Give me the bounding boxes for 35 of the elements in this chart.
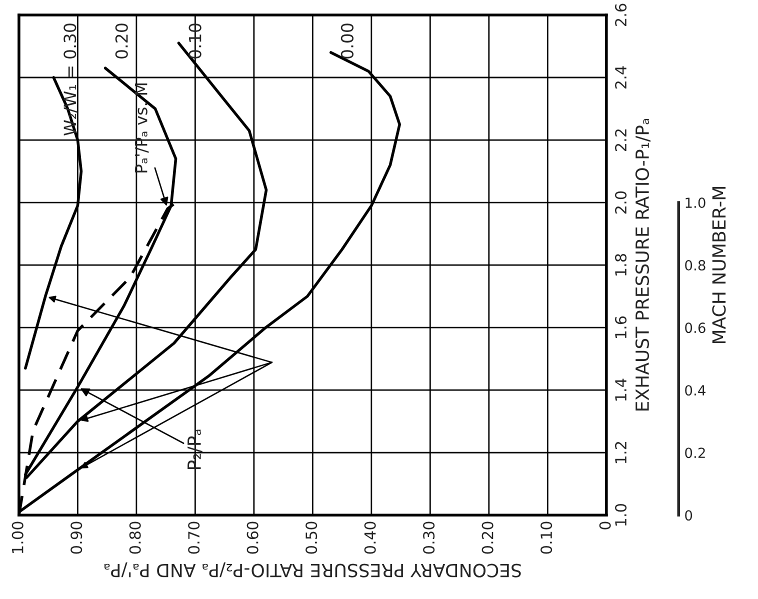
x-tick-label: 0.10 [540, 522, 552, 554]
x-tick-label: 0.30 [423, 522, 435, 554]
x-tick-label: 0.70 [188, 522, 200, 554]
x-tick-label: 1.00 [12, 522, 24, 554]
y-tick-label: 2.6 [615, 4, 627, 26]
x-tick-label: 0.40 [364, 522, 376, 554]
annotation: P₂/Pₐ [188, 430, 202, 470]
x-tick-label: 0.80 [129, 522, 141, 554]
x-tick-label: 0.20 [482, 522, 494, 554]
y-tick-label: 2.0 [615, 191, 627, 214]
y-axis-title: EXHAUST PRESSURE RATIO-P₁/Pₐ [635, 119, 650, 410]
x-axis-title: SECONDARY PRESSURE RATIO-P₂/Pₐ AND Pₐ'/Pₐ [104, 562, 521, 578]
y2-tick-label: 0 [685, 510, 692, 521]
y-tick-label: 1.6 [615, 316, 627, 338]
text: 0.20 [115, 24, 128, 58]
text: Pₐ'/Pₐ vs. M [135, 84, 149, 172]
y-tick-label: 2.2 [615, 129, 626, 152]
y2-tick-label: 0.2 [685, 448, 705, 458]
text: 0.00 [340, 24, 354, 58]
text: W₂/W₁ = 0.30 [64, 24, 78, 136]
text: 0.10 [188, 24, 202, 58]
y-tick-label: 2.4 [615, 66, 626, 89]
x-tick-label: 0 [599, 522, 611, 530]
y2-tick-label: 1.0 [686, 198, 706, 208]
x-tick-label: 0.90 [70, 522, 82, 554]
y-tick-label: 1.8 [615, 254, 627, 276]
y-tick-label: 1.2 [615, 442, 626, 464]
y-tick-label: 1.4 [615, 378, 626, 401]
y2-tick-label: 0.8 [685, 260, 706, 271]
y2-axis-title: MACH NUMBER-M [712, 187, 726, 344]
x-tick-label: 0.60 [246, 522, 258, 554]
y2-tick-label: 0.6 [685, 322, 706, 334]
y2-tick-label: 0.4 [685, 385, 706, 396]
y-tick-label: 1.0 [615, 504, 627, 526]
x-tick-label: 0.50 [306, 522, 318, 554]
